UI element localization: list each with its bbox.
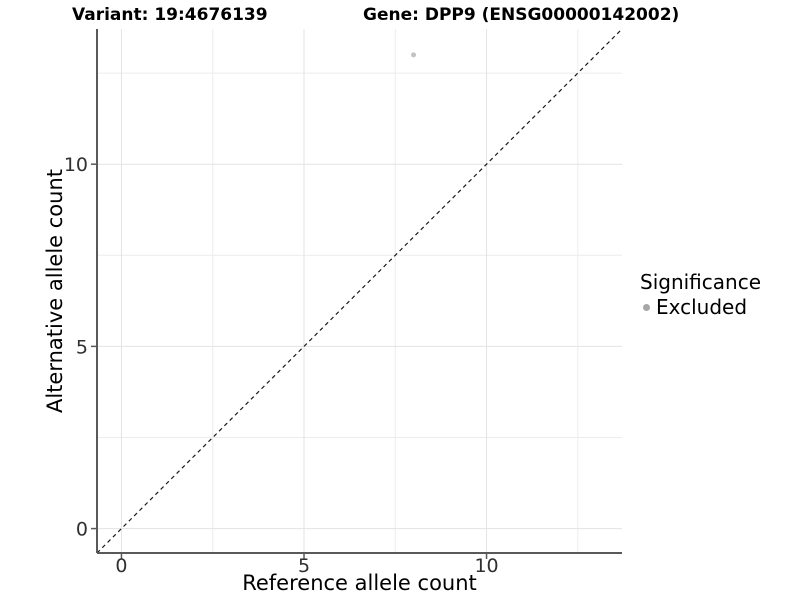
- legend: Significance Excluded: [640, 271, 761, 318]
- data-point: [411, 52, 417, 58]
- identity-dashed-line: [96, 30, 621, 554]
- x-tick-label: 5: [298, 555, 310, 577]
- plot-title-gene: Gene: DPP9 (ENSG00000142002): [363, 5, 680, 25]
- y-axis-title: Alternative allele count: [43, 168, 67, 414]
- legend-point-swatch: [643, 303, 650, 311]
- plot-title-variant: Variant: 19:4676139: [72, 5, 268, 25]
- y-tick-label: 10: [64, 154, 88, 176]
- legend-title: Significance: [640, 270, 762, 294]
- x-axis-title: Reference allele count: [242, 571, 477, 595]
- y-tick-label: 0: [76, 519, 88, 541]
- y-tick-label: 5: [76, 336, 88, 358]
- legend-item-excluded: Excluded: [640, 296, 761, 318]
- x-tick-label: 10: [474, 555, 498, 577]
- legend-item-label: Excluded: [656, 295, 748, 319]
- x-tick-label: 0: [115, 555, 127, 577]
